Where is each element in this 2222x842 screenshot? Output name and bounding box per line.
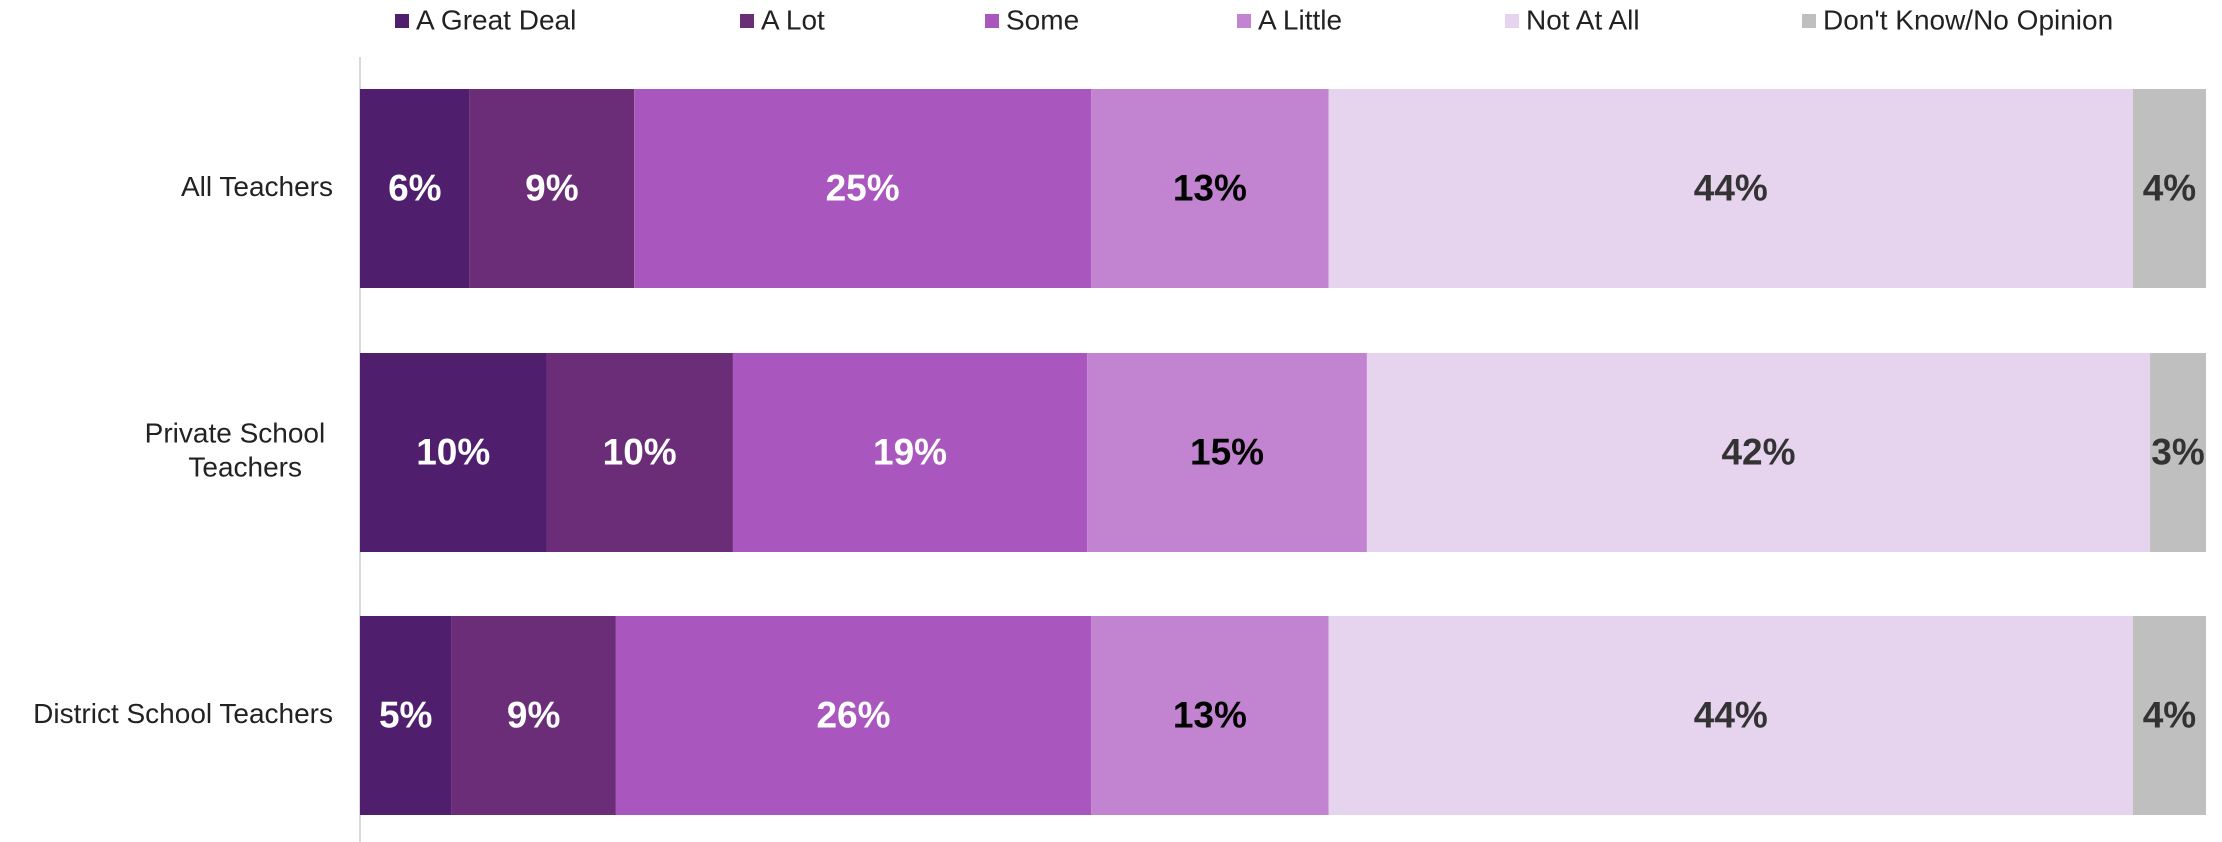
- value-label: 10%: [603, 431, 677, 472]
- bar-segment: [1091, 89, 1329, 288]
- bar-segment: [1087, 353, 1367, 552]
- value-label: 42%: [1721, 431, 1795, 472]
- value-label: 3%: [2151, 431, 2204, 472]
- value-label: 9%: [525, 167, 578, 208]
- legend-swatch: [985, 14, 999, 28]
- value-label: 13%: [1173, 167, 1247, 208]
- bar-segment: [2132, 89, 2206, 288]
- value-label: 44%: [1694, 694, 1768, 735]
- bar-segment: [1366, 353, 2151, 552]
- bar-segment: [2150, 353, 2206, 552]
- value-label: 25%: [826, 167, 900, 208]
- value-label: 15%: [1190, 431, 1264, 472]
- legend-swatch: [1237, 14, 1251, 28]
- legend-swatch: [740, 14, 754, 28]
- category-label: Private School Teachers: [145, 418, 333, 483]
- bar-segment: [1328, 616, 2133, 815]
- bar-segment: [1328, 89, 2133, 288]
- value-label: 5%: [379, 694, 432, 735]
- value-label: 4%: [2143, 694, 2196, 735]
- value-label: 10%: [416, 431, 490, 472]
- bar-segment: [732, 353, 1088, 552]
- legend-label: Don't Know/No Opinion: [1823, 4, 2113, 35]
- category-label: All Teachers: [181, 171, 333, 202]
- bar-segment: [1091, 616, 1329, 815]
- value-label: 13%: [1173, 694, 1247, 735]
- legend-label: Some: [1006, 4, 1079, 35]
- legend-swatch: [1505, 14, 1519, 28]
- legend-label: A Great Deal: [416, 4, 576, 35]
- legend-label: Not At All: [1526, 4, 1640, 35]
- value-label: 6%: [388, 167, 441, 208]
- legend-label: A Little: [1258, 4, 1342, 35]
- legend-swatch: [395, 14, 409, 28]
- bar-segment: [360, 353, 547, 552]
- bar-segment: [360, 616, 452, 815]
- legend-swatch: [1802, 14, 1816, 28]
- value-label: 4%: [2143, 167, 2196, 208]
- legend-label: A Lot: [761, 4, 825, 35]
- value-label: 9%: [507, 694, 560, 735]
- category-label: District School Teachers: [33, 698, 333, 729]
- bar-segment: [546, 353, 733, 552]
- bar-segment: [469, 89, 635, 288]
- bar-segment: [2132, 616, 2206, 815]
- value-label: 44%: [1694, 167, 1768, 208]
- bar-segment: [451, 616, 616, 815]
- bar-segment: [360, 89, 470, 288]
- value-label: 26%: [816, 694, 890, 735]
- bar-segment: [634, 89, 1092, 288]
- bar-segment: [615, 616, 1092, 815]
- value-label: 19%: [873, 431, 947, 472]
